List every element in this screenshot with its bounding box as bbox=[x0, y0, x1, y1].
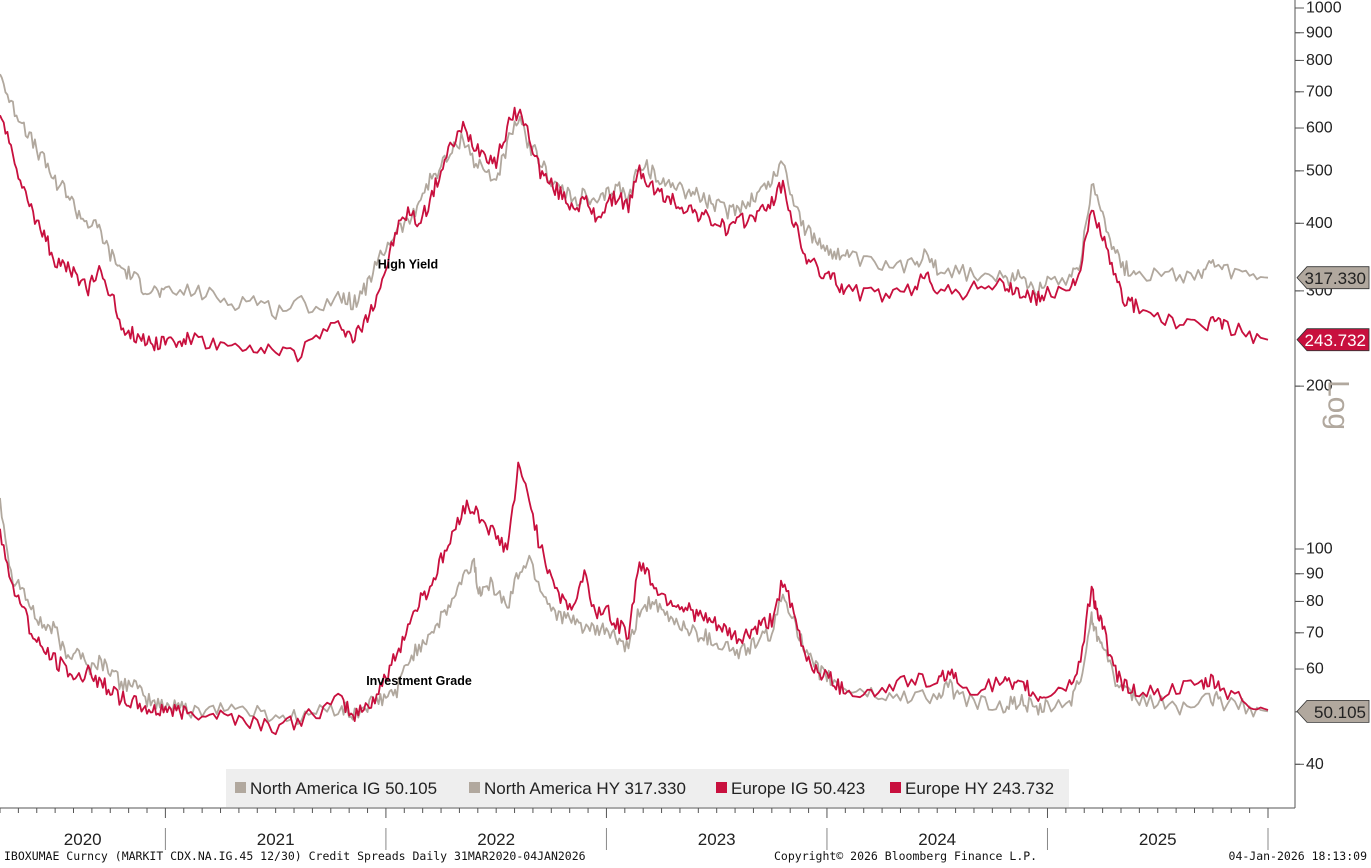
series-line-europe-hy bbox=[0, 106, 1269, 363]
series-layer bbox=[0, 73, 1269, 736]
legend-swatch bbox=[469, 782, 480, 793]
legend-item: Europe HY 243.732 bbox=[890, 779, 1054, 798]
annotation-label: Investment Grade bbox=[366, 674, 472, 688]
footer-copyright: Copyright© 2026 Bloomberg Finance L.P. bbox=[774, 849, 1038, 863]
y-tick-label: 40 bbox=[1306, 756, 1324, 773]
year-label: 2023 bbox=[698, 830, 736, 849]
y-axis: 1000900800700600500400300200100908070604… bbox=[1294, 0, 1342, 808]
legend-item: Europe IG 50.423 bbox=[716, 779, 865, 798]
series-line-north-america-hy bbox=[0, 73, 1269, 320]
last-value-text: 50.105 bbox=[1314, 703, 1366, 722]
year-label: 2021 bbox=[257, 830, 295, 849]
series-line-europe-ig bbox=[0, 461, 1269, 736]
last-value-tag bbox=[1296, 328, 1370, 352]
y-tick-label: 1000 bbox=[1306, 0, 1342, 17]
last-value-tags: 317.330 243.732 50.105 bbox=[1296, 266, 1370, 723]
legend-box bbox=[226, 769, 1069, 807]
legend-item: North America IG 50.105 bbox=[235, 779, 437, 798]
legend: North America IG 50.105 North America HY … bbox=[226, 769, 1069, 807]
year-label: 2022 bbox=[477, 830, 515, 849]
series-line-north-america-ig bbox=[0, 497, 1269, 726]
y-tick-label: 80 bbox=[1306, 593, 1324, 610]
log-scale-label: Log bbox=[1322, 380, 1355, 430]
y-tick-label: 700 bbox=[1306, 83, 1333, 100]
legend-swatch bbox=[890, 782, 901, 793]
year-label: 2020 bbox=[64, 830, 102, 849]
year-label: 2024 bbox=[918, 830, 956, 849]
last-value-tag bbox=[1296, 266, 1370, 290]
year-axis: 2020 2021 2022 2023 2024 2025 bbox=[0, 807, 1295, 850]
y-tick-label: 500 bbox=[1306, 162, 1333, 179]
y-tick-label: 90 bbox=[1306, 565, 1324, 582]
y-tick-label: 900 bbox=[1306, 24, 1333, 41]
legend-label: North America HY 317.330 bbox=[484, 779, 686, 798]
year-label: 2025 bbox=[1139, 830, 1177, 849]
legend-label: North America IG 50.105 bbox=[250, 779, 437, 798]
legend-label: Europe IG 50.423 bbox=[731, 779, 865, 798]
footer-source: IBOXUMAE Curncy (MARKIT CDX.NA.IG.45 12/… bbox=[4, 849, 586, 863]
y-tick-label: 70 bbox=[1306, 624, 1324, 641]
legend-swatch bbox=[716, 782, 727, 793]
legend-label: Europe HY 243.732 bbox=[905, 779, 1054, 798]
y-tick-label: 200 bbox=[1306, 378, 1333, 395]
last-value-tag bbox=[1296, 699, 1370, 723]
y-tick-label: 600 bbox=[1306, 120, 1333, 137]
y-tick-label: 60 bbox=[1306, 661, 1324, 678]
annotation-label: High Yield bbox=[378, 257, 438, 271]
last-value-text: 243.732 bbox=[1305, 331, 1366, 350]
footer-timestamp: 04-Jan-2026 18:13:09 bbox=[1228, 849, 1367, 863]
legend-item: North America HY 317.330 bbox=[469, 779, 686, 798]
y-tick-label: 400 bbox=[1306, 215, 1333, 232]
y-tick-label: 100 bbox=[1306, 541, 1333, 558]
legend-swatch bbox=[235, 782, 246, 793]
annotations: High Yield Investment Grade bbox=[366, 257, 472, 688]
last-value-text: 317.330 bbox=[1305, 269, 1366, 288]
y-tick-label: 800 bbox=[1306, 52, 1333, 69]
